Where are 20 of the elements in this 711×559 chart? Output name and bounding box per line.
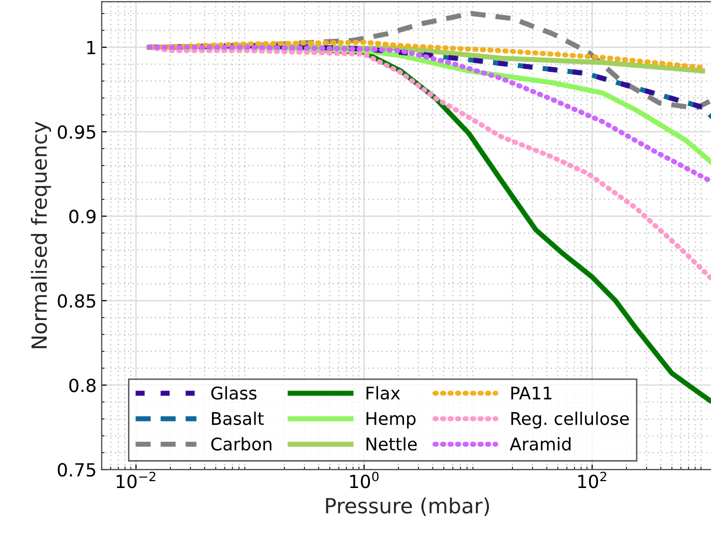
legend-label: Glass	[211, 386, 256, 400]
y-tick-label: 0.95	[58, 125, 96, 139]
y-tick-label: 0.85	[58, 294, 96, 308]
legend-label: Carbon	[211, 437, 272, 451]
x-axis-title: Pressure (mbar)	[326, 497, 489, 516]
y-tick-label: 0.75	[58, 463, 96, 477]
x-tick-label: 10$^{2}$	[578, 472, 606, 488]
legend-label: Hemp	[366, 412, 416, 428]
x-tick-label: 10$^{0}$	[350, 472, 379, 488]
legend-label: Nettle	[366, 437, 417, 451]
legend-label: Flax	[366, 386, 400, 400]
legend-label: Reg. cellulose	[511, 412, 629, 428]
y-tick-label: 0.9	[69, 210, 96, 224]
y-tick-label: 0.8	[69, 378, 96, 392]
legend-label: Aramid	[510, 437, 570, 451]
y-tick-label: 1	[87, 40, 96, 54]
x-tick-label: 10$^{−2}$	[116, 472, 156, 488]
legend-label: Basalt	[212, 412, 264, 426]
y-axis-title: Normalised frequency	[30, 122, 52, 348]
legend-label: PA11	[511, 386, 552, 400]
